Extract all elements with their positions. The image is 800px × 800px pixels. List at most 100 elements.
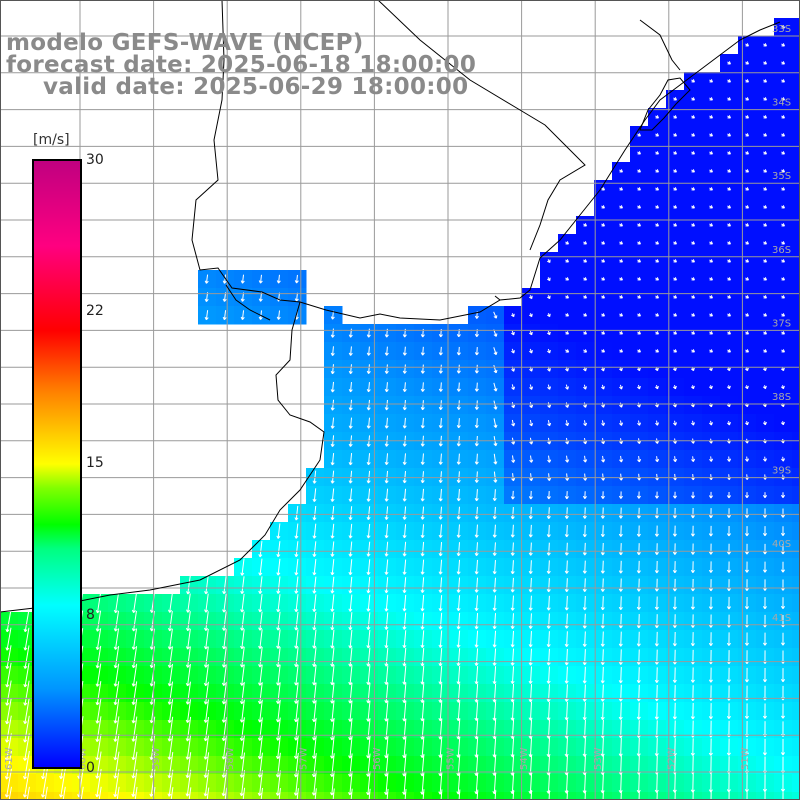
wind-arrow (204, 310, 209, 321)
wind-arrow (781, 115, 785, 119)
wind-arrow (420, 683, 425, 703)
wind-arrow (762, 774, 767, 792)
wind-arrow (402, 364, 407, 374)
wind-arrow (330, 629, 335, 649)
wind-arrow (239, 699, 245, 723)
wind-arrow (528, 684, 533, 703)
wind-arrow (673, 456, 678, 463)
wind-arrow (260, 787, 264, 800)
wind-arrow (456, 559, 461, 575)
wind-arrow (762, 738, 767, 756)
wind-arrow (726, 703, 731, 720)
colorbar-tick-22: 22 (86, 303, 104, 319)
wind-arrow (763, 169, 767, 173)
lat-label: 39S (772, 466, 791, 477)
wind-arrow (275, 752, 281, 778)
wind-arrow (366, 453, 371, 466)
wind-arrow (384, 470, 389, 484)
wind-arrow (726, 525, 731, 537)
wind-arrow (258, 576, 263, 594)
wind-arrow (619, 313, 623, 317)
wind-arrow (312, 647, 317, 667)
wind-arrow (529, 384, 534, 390)
wind-arrow (474, 666, 479, 685)
wind-arrow (474, 612, 479, 630)
wind-speed-field (0, 18, 800, 800)
wind-arrow (547, 473, 552, 481)
wind-arrow (420, 400, 425, 411)
wind-arrow (600, 525, 605, 538)
wind-arrow (438, 524, 443, 538)
wind-arrow (691, 169, 695, 173)
wind-arrow (366, 399, 371, 411)
wind-arrow (654, 631, 659, 647)
wind-arrow (673, 331, 677, 335)
wind-arrow (709, 115, 713, 119)
wind-arrow (763, 187, 767, 191)
wind-arrow (348, 647, 353, 667)
wind-arrow (546, 331, 551, 336)
wind-cell (792, 558, 800, 577)
wind-arrow (673, 295, 677, 299)
wind-arrow (745, 79, 749, 83)
wind-arrow (636, 543, 641, 556)
wind-arrow (167, 699, 174, 724)
wind-arrow (384, 524, 389, 539)
wind-arrow (690, 738, 695, 756)
wind-cell (36, 792, 55, 800)
wind-arrow (708, 614, 713, 628)
wind-arrow (781, 331, 785, 335)
wind-arrow (546, 542, 551, 556)
colorbar-tick-30: 30 (86, 152, 104, 168)
wind-arrow (348, 346, 353, 356)
wind-arrow (564, 613, 569, 629)
wind-arrow (691, 97, 695, 101)
wind-arrow (239, 734, 245, 760)
wind-cell (792, 72, 800, 91)
wind-arrow (384, 506, 389, 520)
wind-arrow (529, 348, 533, 354)
wind-arrow (420, 382, 425, 392)
wind-arrow (384, 453, 389, 466)
wind-arrow (258, 646, 263, 668)
wind-arrow (727, 241, 731, 245)
wind-arrow (492, 560, 497, 575)
wind-arrow (763, 115, 767, 119)
wind-arrow (474, 400, 479, 410)
wind-arrow (691, 115, 695, 119)
wind-arrow (366, 665, 371, 685)
wind-arrow (438, 665, 443, 685)
wind-arrow (673, 97, 677, 101)
wind-arrow (456, 648, 461, 667)
wind-arrow (276, 310, 281, 320)
wind-arrow (438, 382, 443, 392)
wind-arrow (276, 682, 281, 704)
wind-arrow (275, 699, 281, 723)
wind-arrow (565, 473, 570, 481)
wind-arrow (620, 790, 622, 800)
wind-arrow (456, 382, 461, 392)
wind-arrow (601, 295, 605, 299)
wind-arrow (528, 295, 533, 300)
wind-arrow (239, 717, 245, 741)
wind-arrow (185, 664, 191, 687)
wind-arrow (510, 630, 515, 648)
wind-arrow (240, 274, 245, 284)
wind-arrow (780, 632, 786, 646)
wind-arrow (745, 97, 749, 101)
wind-arrow (726, 632, 731, 646)
wind-arrow (131, 593, 137, 614)
wind-arrow (654, 702, 659, 720)
wind-arrow (564, 595, 569, 611)
wind-arrow (420, 612, 425, 630)
wind-arrow (583, 402, 588, 408)
wind-arrow (402, 471, 407, 484)
wind-cell (792, 594, 800, 613)
wind-arrow (745, 259, 749, 263)
wind-arrow (618, 543, 623, 556)
wind-arrow (258, 593, 263, 613)
wind-arrow (690, 702, 695, 720)
wind-arrow (564, 542, 569, 556)
wind-arrow (745, 313, 749, 317)
wind-arrow (294, 629, 299, 649)
